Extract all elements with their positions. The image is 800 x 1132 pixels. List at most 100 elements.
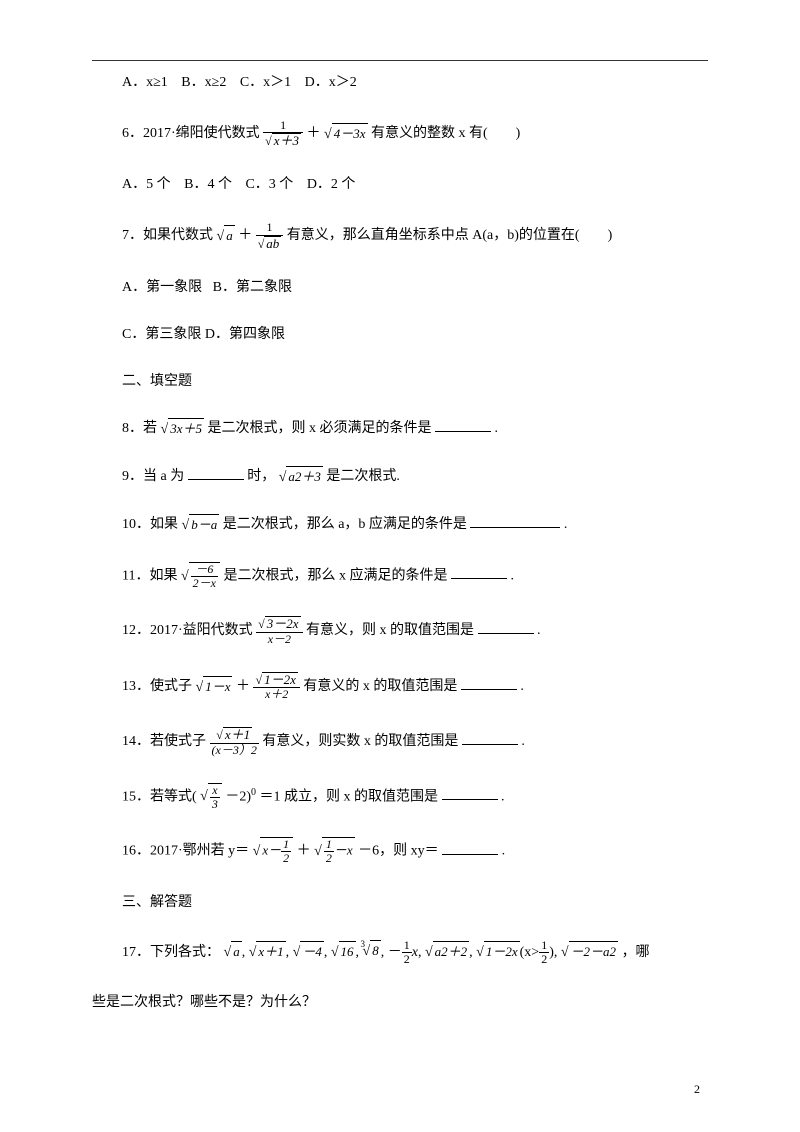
q11-suffix: 是二次根式，那么 x 应满足的条件是 bbox=[224, 568, 448, 583]
q6-suffix: 有意义的整数 x 有( ) bbox=[371, 126, 520, 141]
q6: 6．2017·绵阳使代数式 1 √x＋3 ＋ √4－3x 有意义的整数 x 有(… bbox=[92, 119, 708, 148]
q17-line2: 些是二次根式？哪些不是？为什么？ bbox=[92, 992, 708, 1013]
q12-blank bbox=[478, 620, 534, 634]
q17-i5: 3√8 bbox=[363, 940, 381, 962]
q12-period: . bbox=[537, 623, 541, 638]
q9: 9．当 a 为 时， √a2＋3 是二次根式. bbox=[92, 466, 708, 488]
q12-prefix: 12．2017·益阳代数式 bbox=[122, 623, 253, 638]
q6-frac: 1 √x＋3 bbox=[263, 119, 303, 148]
q12-frac: √3－2x x－2 bbox=[256, 616, 302, 645]
q7-frac-den: √ab bbox=[256, 236, 284, 251]
q17-i8-frac: 12 bbox=[539, 939, 549, 966]
q6-options: A．5 个 B．4 个 C．3 个 D．2 个 bbox=[92, 174, 708, 195]
q9-rad: √a2＋3 bbox=[279, 466, 323, 488]
q7-plus: ＋ bbox=[238, 228, 252, 243]
q17: 17．下列各式： √a, √x＋1, √－4, √16, 3√8, －12x, … bbox=[92, 939, 708, 966]
q15-sqrt: √x3 bbox=[200, 783, 222, 811]
q6-plus: ＋ bbox=[307, 126, 321, 141]
q8: 8．若 √3x＋5 是二次根式，则 x 必须满足的条件是 . bbox=[92, 418, 708, 440]
q13-prefix: 13．使式子 bbox=[122, 679, 192, 694]
q13-rad1: √1－x bbox=[196, 676, 233, 698]
q11: 11．如果 √－62－x 是二次根式，那么 x 应满足的条件是 . bbox=[92, 562, 708, 590]
q10-prefix: 10．如果 bbox=[122, 517, 178, 532]
q8-period: . bbox=[494, 421, 498, 436]
q17-i6-tail: x bbox=[412, 944, 418, 959]
q7-frac: 1 √ab bbox=[256, 221, 284, 250]
q7: 7．如果代数式 √a ＋ 1 √ab 有意义，那么直角坐标系中点 A(a，b)的… bbox=[92, 221, 708, 250]
q16: 16．2017·鄂州若 y＝ √x－12 ＋ √12－x －6，则 xy＝ . bbox=[92, 837, 708, 865]
q17-i8: √1－2x bbox=[476, 941, 519, 963]
q10-rad: √b－a bbox=[182, 514, 220, 536]
q7-frac-num: 1 bbox=[256, 221, 284, 235]
q15-exp: 0 bbox=[251, 787, 256, 798]
q16-blank bbox=[442, 841, 498, 855]
section-2-title: 二、填空题 bbox=[92, 371, 708, 392]
q6-opt-d: D．2 个 bbox=[307, 177, 356, 192]
q14-suffix: 有意义，则实数 x 的取值范围是 bbox=[262, 734, 458, 749]
q16-rad1: √x－12 bbox=[253, 837, 293, 865]
q14-prefix: 14．若使式子 bbox=[122, 734, 206, 749]
q11-sqrt: √－62－x bbox=[181, 562, 220, 590]
q7-opt-a: A．第一象限 bbox=[122, 280, 202, 295]
page-top-rule bbox=[92, 60, 708, 61]
q5-opt-c: C．x＞1 bbox=[240, 75, 291, 90]
q8-prefix: 8．若 bbox=[122, 421, 157, 436]
q15-prefix: 15．若等式( bbox=[122, 789, 197, 804]
q14-num: √x＋1 bbox=[210, 727, 259, 743]
q17-i3: √－4 bbox=[293, 941, 324, 963]
q14: 14．若使式子 √x＋1 (x－3）2 有意义，则实数 x 的取值范围是 . bbox=[92, 727, 708, 756]
q7-suffix: 有意义，那么直角坐标系中点 A(a，b)的位置在( ) bbox=[287, 228, 612, 243]
q17-i1: √a bbox=[224, 941, 242, 963]
q7-opt-d: D．第四象限 bbox=[205, 327, 285, 342]
q13-plus: ＋ bbox=[236, 679, 250, 694]
q9-blank bbox=[188, 466, 244, 480]
q17-i9: √－2－a2 bbox=[561, 941, 618, 963]
q6-frac-num: 1 bbox=[263, 119, 303, 133]
q17-i7: √a2＋2 bbox=[425, 941, 469, 963]
section-3-title: 三、解答题 bbox=[92, 892, 708, 913]
q15-period: . bbox=[501, 789, 505, 804]
q7-opt-b: B．第二象限 bbox=[213, 280, 292, 295]
q13-frac: √1－2x x＋2 bbox=[253, 672, 299, 701]
q16-rad2: √12－x bbox=[314, 837, 354, 865]
q16-tail: －6，则 xy＝ bbox=[358, 844, 439, 859]
q8-blank bbox=[435, 418, 491, 432]
q7-prefix: 7．如果代数式 bbox=[122, 228, 213, 243]
q5-opt-d: D．x＞2 bbox=[305, 75, 357, 90]
q13-num: √1－2x bbox=[253, 672, 299, 688]
q15-blank bbox=[442, 786, 498, 800]
q6-opt-c: C．3 个 bbox=[245, 177, 293, 192]
q12-den: x－2 bbox=[256, 633, 302, 646]
q17-i6-frac: 12 bbox=[402, 939, 412, 966]
q11-blank bbox=[451, 565, 507, 579]
q10-period: . bbox=[564, 517, 568, 532]
q6-frac-den: √x＋3 bbox=[263, 133, 303, 148]
q16-plus: ＋ bbox=[297, 844, 311, 859]
q17-prefix: 17．下列各式： bbox=[122, 944, 220, 959]
q12-mid: 有意义，则 x 的取值范围是 bbox=[306, 623, 474, 638]
q10-blank bbox=[470, 514, 560, 528]
q16-prefix: 16．2017·鄂州若 y＝ bbox=[122, 844, 249, 859]
q7-options-1: A．第一象限 B．第二象限 bbox=[92, 277, 708, 298]
q7-rad1: √a bbox=[217, 225, 235, 247]
q9-mid: 时， bbox=[247, 469, 275, 484]
q10-suffix: 是二次根式，那么 a，b 应满足的条件是 bbox=[223, 517, 467, 532]
q6-opt-a: A．5 个 bbox=[122, 177, 171, 192]
q13: 13．使式子 √1－x ＋ √1－2x x＋2 有意义的 x 的取值范围是 . bbox=[92, 672, 708, 701]
q7-opt-c: C．第三象限 bbox=[122, 327, 201, 342]
q8-rad: √3x＋5 bbox=[161, 418, 204, 440]
q14-blank bbox=[462, 731, 518, 745]
q5-opt-b: B．x≥2 bbox=[181, 75, 226, 90]
q5-options: A．x≥1 B．x≥2 C．x＞1 D．x＞2 bbox=[92, 72, 708, 93]
q14-den: (x－3）2 bbox=[210, 744, 259, 757]
q6-prefix: 6．2017·绵阳使代数式 bbox=[122, 126, 260, 141]
q12: 12．2017·益阳代数式 √3－2x x－2 有意义，则 x 的取值范围是 . bbox=[92, 616, 708, 645]
q6-opt-b: B．4 个 bbox=[184, 177, 232, 192]
q13-suffix: 有意义的 x 的取值范围是 bbox=[303, 679, 457, 694]
q12-num: √3－2x bbox=[256, 616, 302, 632]
q15-suffix: ＝1 成立，则 x 的取值范围是 bbox=[260, 789, 439, 804]
q7-options-2: C．第三象限 D．第四象限 bbox=[92, 324, 708, 345]
q8-suffix: 是二次根式，则 x 必须满足的条件是 bbox=[207, 421, 431, 436]
q17-suffix: ，哪 bbox=[622, 944, 650, 959]
q17-i8-paren: (x> bbox=[520, 944, 540, 959]
